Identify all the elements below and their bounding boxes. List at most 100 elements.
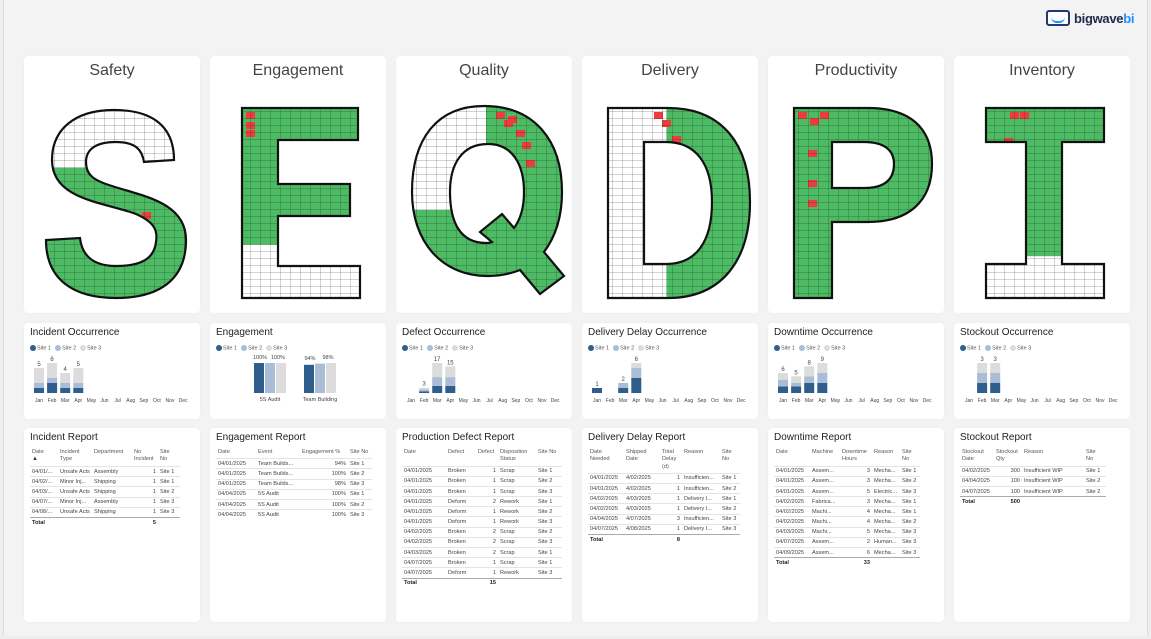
chart-bar[interactable]	[47, 363, 58, 378]
table-row[interactable]: 04/01/2025 Broken 1 Scrap Site 1	[402, 465, 562, 477]
table-row[interactable]: 04/01/... Unsafe Acts Assembly 1 Site 1	[30, 466, 180, 477]
column-header[interactable]: Department	[92, 448, 132, 467]
table-row[interactable]: 04/02/2025 Machi... 4 Mecha... Site 2	[774, 516, 920, 528]
chart-bar[interactable]	[977, 363, 988, 373]
table-row[interactable]: 04/01/2025 Team Builds... 98% Site 3	[216, 478, 372, 490]
sort-ascending-icon[interactable]: ▲	[32, 456, 38, 463]
table-row[interactable]: 04/02/2025 Machi... 4 Mecha... Site 1	[774, 506, 920, 517]
kpi-letter-card-inventory[interactable]: Inventory	[954, 56, 1130, 313]
legend-item[interactable]: Site 3	[824, 345, 845, 351]
column-header[interactable]: Downtime Hours	[840, 448, 872, 466]
chart-bar[interactable]	[34, 388, 44, 393]
table-row[interactable]: 04/02/2025 300 Insufficient WIP Site 1	[960, 465, 1106, 477]
legend-item[interactable]: Site 2	[613, 345, 634, 351]
table-row[interactable]: 04/01/2025 Broken 1 Scrap Site 2	[402, 475, 562, 487]
table-row[interactable]: 04/07/2025 4/08/2025 1 Delivery I... Site 3	[588, 523, 740, 535]
chart-bar[interactable]	[254, 363, 264, 393]
chart-bar[interactable]	[990, 373, 1001, 383]
column-header[interactable]: Stockout Qty	[994, 448, 1022, 466]
chart-bar[interactable]	[804, 383, 815, 393]
legend-item[interactable]: Site 2	[799, 345, 820, 351]
chart-bar[interactable]	[419, 391, 430, 393]
occurrence-chart-card[interactable]: Defect Occurrence Site 1 Site 2 Site 3 Jan Fe…	[396, 323, 572, 419]
legend-item[interactable]: Site 3	[80, 345, 101, 351]
column-header[interactable]: Date Needed	[588, 448, 624, 473]
chart-bar[interactable]	[791, 386, 802, 393]
chart-bar[interactable]	[817, 363, 828, 373]
chart-bar[interactable]	[618, 383, 629, 388]
table-row[interactable]: 04/01/2025 4/02/2025 1 Insufficien... Site 2	[588, 482, 740, 494]
report-table-card[interactable]: Delivery Delay Report Date Needed Shipped …	[582, 428, 758, 622]
column-header[interactable]: Date	[774, 448, 810, 466]
chart-bar[interactable]	[419, 389, 430, 392]
kpi-letter-card-engagement[interactable]: Engagement	[210, 56, 386, 313]
legend-item[interactable]: Site 1	[960, 345, 981, 351]
column-header[interactable]: Disposition Status	[498, 448, 536, 466]
table-row[interactable]: 04/01/2025 Team Builds... 100% Site 2	[216, 468, 372, 480]
legend-item[interactable]: Site 1	[774, 345, 795, 351]
column-header[interactable]: Site No	[158, 448, 180, 467]
kpi-letter-card-safety[interactable]: Safety	[24, 56, 200, 313]
kpi-letter-card-quality[interactable]: Quality	[396, 56, 572, 313]
report-table-card[interactable]: Stockout Report Stockout Date Stockout Qty…	[954, 428, 1130, 622]
table-row[interactable]: 04/02/... Minor Inj... Shipping 1 Site 1	[30, 476, 180, 487]
chart-bar[interactable]	[60, 388, 71, 393]
chart-bar[interactable]	[34, 383, 44, 388]
chart-bar[interactable]	[445, 366, 456, 378]
column-header[interactable]: Defect	[446, 448, 476, 466]
report-table-card[interactable]: Production Defect Report Date Defect Defect…	[396, 428, 572, 622]
chart-bar[interactable]	[47, 383, 58, 393]
column-header[interactable]: Site No	[348, 448, 372, 459]
column-header[interactable]: Site No	[536, 448, 562, 466]
column-header[interactable]: Shipped Date	[624, 448, 660, 473]
chart-bar[interactable]	[631, 363, 642, 368]
chart-bar[interactable]	[791, 383, 802, 387]
chart-bar[interactable]	[445, 377, 456, 386]
occurrence-chart-card[interactable]: Downtime Occurrence Site 1 Site 2 Site 3 Jan…	[768, 323, 944, 419]
chart-bar[interactable]	[326, 363, 336, 393]
column-header[interactable]: Machine	[810, 448, 840, 466]
chart-bar[interactable]	[304, 364, 314, 393]
chart-bar[interactable]	[34, 368, 44, 383]
table-row[interactable]: 04/07/2025 Deform 1 Rework Site 3	[402, 567, 562, 579]
kpi-letter-card-delivery[interactable]: Delivery	[582, 56, 758, 313]
table-row[interactable]: 04/01/2025 Broken 1 Scrap Site 3	[402, 485, 562, 497]
legend-item[interactable]: Site 3	[638, 345, 659, 351]
table-row[interactable]: 04/01/2025 Team Builds... 94% Site 1	[216, 458, 372, 469]
table-row[interactable]: 04/07/2025 Assem... 2 Human... Site 3	[774, 536, 920, 548]
column-header[interactable]: Stockout Date	[960, 448, 994, 466]
kpi-letter-card-productivity[interactable]: Productivity	[768, 56, 944, 313]
chart-bar[interactable]	[778, 373, 788, 380]
table-row[interactable]: 04/04/2025 5S Audit 100% Site 2	[216, 499, 372, 510]
chart-bar[interactable]	[419, 387, 430, 390]
chart-bar[interactable]	[432, 385, 443, 393]
report-table[interactable]: Date Machine Downtime Hours Reason Site No 04…	[774, 448, 920, 568]
chart-bar[interactable]	[778, 386, 788, 393]
table-row[interactable]: 04/03/2025 Machi... 5 Mecha... Site 3	[774, 526, 920, 538]
table-row[interactable]: 04/02/2025 Broken 2 Scrap Site 2	[402, 526, 562, 538]
column-header[interactable]: Site No	[1084, 448, 1106, 466]
column-header[interactable]: Total Delay (d)	[660, 448, 682, 473]
chart-bar[interactable]	[618, 388, 629, 393]
table-row[interactable]: 04/02/2025 4/03/2025 1 Delivery I... Site 2	[588, 503, 740, 515]
occurrence-chart-card[interactable]: Stockout Occurrence Site 1 Site 2 Site 3 Jan…	[954, 323, 1130, 419]
chart-bar[interactable]	[47, 378, 58, 383]
column-header[interactable]: Date	[216, 448, 256, 459]
chart-bar[interactable]	[432, 377, 443, 386]
legend-item[interactable]: Site 2	[55, 345, 76, 351]
table-row[interactable]: 04/01/2025 4/02/2025 1 Insufficien... Site 1	[588, 472, 740, 484]
report-table-card[interactable]: Downtime Report Date Machine Downtime Hours…	[768, 428, 944, 622]
table-row[interactable]: 04/07/2025 Broken 1 Scrap Site 1	[402, 557, 562, 568]
table-row[interactable]: 04/04/2025 4/07/2025 3 Insufficien... Site 3	[588, 513, 740, 525]
legend-item[interactable]: Site 1	[30, 345, 51, 351]
table-row[interactable]: 04/09/2025 Assem... 6 Mecha... Site 3	[774, 547, 920, 558]
table-row[interactable]: 04/01/2025 Deform 1 Rework Site 2	[402, 506, 562, 517]
column-header[interactable]: Reason	[682, 448, 720, 473]
chart-bar[interactable]	[631, 368, 642, 378]
legend-item[interactable]: Site 3	[452, 345, 473, 351]
column-header[interactable]: Date ▲	[30, 448, 58, 467]
chart-bar[interactable]	[276, 363, 286, 393]
table-row[interactable]: 04/03/... Unsafe Acts Shipping 1 Site 2	[30, 486, 180, 498]
occurrence-chart-card[interactable]: Incident Occurrence Site 1 Site 2 Site 3 Jan…	[24, 323, 200, 419]
legend-item[interactable]: Site 3	[1010, 345, 1031, 351]
